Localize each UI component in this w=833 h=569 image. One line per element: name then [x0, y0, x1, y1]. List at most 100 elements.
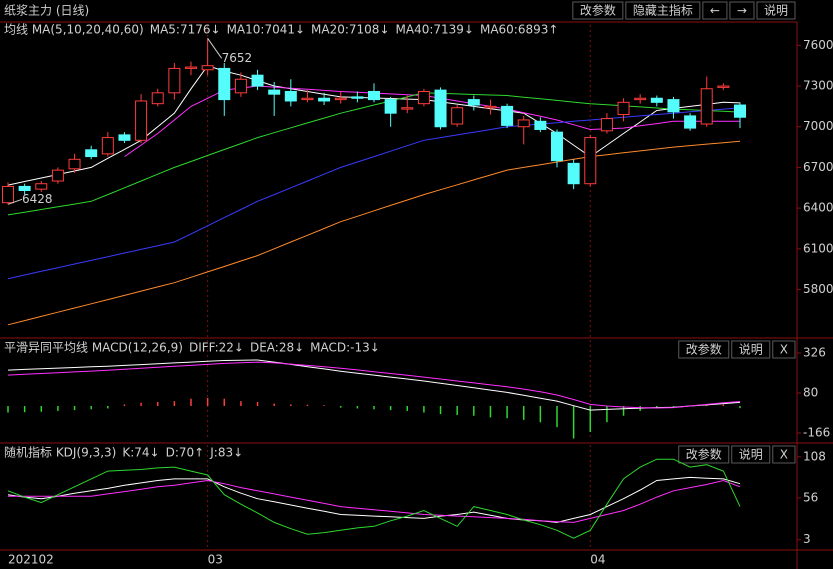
button-label: ← — [710, 4, 720, 18]
button-label: 改参数 — [686, 342, 722, 357]
candle-body — [318, 97, 331, 102]
candle-body — [734, 104, 746, 118]
indicator-line — [7, 92, 741, 216]
legend-entry: 随机指标 KDJ(9,3,3) — [4, 445, 116, 460]
candle-body — [234, 78, 247, 94]
button-label: 说明 — [764, 3, 788, 18]
button[interactable]: 说明 — [731, 445, 771, 464]
candle-body — [484, 105, 497, 109]
y-tick-label: 80 — [803, 386, 818, 400]
button[interactable]: 改参数 — [678, 445, 730, 464]
button-label: → — [737, 4, 747, 18]
candle-body — [517, 119, 530, 128]
candle-body — [451, 107, 464, 125]
button-box — [678, 340, 730, 359]
candle-body — [68, 158, 81, 170]
candle-body — [101, 137, 114, 155]
button-box — [772, 340, 796, 359]
y-tick-label: 108 — [803, 449, 826, 463]
button-label: 改参数 — [580, 3, 616, 18]
candle-body — [268, 89, 281, 95]
candle-body — [567, 162, 580, 185]
candle-body — [417, 90, 430, 105]
candle-body — [634, 97, 647, 101]
candle-body — [501, 105, 514, 126]
button-box — [729, 1, 755, 20]
candle-body — [600, 118, 613, 132]
price-annotation: 6428 — [22, 192, 53, 206]
candle-body — [351, 96, 364, 99]
button-box — [702, 1, 728, 20]
button[interactable]: → — [729, 1, 755, 20]
candle-body — [534, 120, 547, 130]
price-annotation: 7652 — [222, 51, 253, 65]
indicator-line — [7, 361, 741, 409]
candle-body — [18, 185, 31, 191]
y-tick-label: 7600 — [803, 38, 833, 52]
indicator-line — [7, 458, 741, 539]
candle-body — [301, 97, 314, 101]
candle-body — [85, 149, 98, 158]
button-box — [572, 1, 624, 20]
legend-entry: MA5:7176↓ — [150, 23, 221, 37]
button[interactable]: X — [772, 340, 796, 359]
button-box — [731, 340, 771, 359]
button[interactable]: 改参数 — [572, 1, 624, 20]
candle-body — [384, 99, 397, 114]
button[interactable]: X — [772, 445, 796, 464]
candle-body — [717, 85, 730, 88]
button[interactable]: 改参数 — [678, 340, 730, 359]
button-label: 改参数 — [686, 447, 722, 462]
legend-entry: J:83↓ — [209, 446, 243, 460]
candle-body — [168, 67, 181, 94]
y-tick-label: 3 — [803, 532, 811, 546]
y-tick-label: 56 — [803, 490, 818, 504]
button[interactable]: ← — [702, 1, 728, 20]
indicator-line — [7, 359, 741, 411]
button-label: 隐藏主指标 — [633, 3, 693, 18]
x-tick-label: 03 — [208, 553, 223, 567]
candle-body — [401, 107, 414, 110]
candle-body — [51, 169, 64, 182]
y-tick-label: 6100 — [803, 241, 833, 255]
y-tick-label: 6700 — [803, 160, 833, 174]
y-tick-label: 5800 — [803, 282, 833, 296]
candle-body — [617, 101, 630, 116]
x-tick-label: 202102 — [8, 553, 54, 567]
indicator-line — [124, 85, 740, 158]
candle-body — [135, 100, 148, 141]
legend-entry: MA20:7108↓ — [311, 23, 389, 37]
legend-entry: 平滑异同平均线 MACD(12,26,9) — [4, 341, 183, 355]
button-box — [625, 1, 701, 20]
candle-body — [218, 67, 231, 101]
button-box — [772, 445, 796, 464]
button-box — [731, 445, 771, 464]
button[interactable]: 说明 — [731, 340, 771, 359]
legend-entry: K:74↓ — [122, 446, 159, 460]
chart-title: 纸浆主力 (日线) — [4, 3, 89, 18]
button[interactable]: 隐藏主指标 — [625, 1, 701, 20]
y-tick-label: 7000 — [803, 119, 833, 133]
y-tick-label: -166 — [803, 426, 830, 440]
button-label: 说明 — [739, 342, 763, 357]
candle-body — [201, 65, 214, 71]
annotation-leader — [207, 38, 223, 59]
candle-body — [334, 97, 347, 101]
button-label: 说明 — [739, 447, 763, 462]
y-tick-label: 7300 — [803, 79, 833, 93]
legend-entry: DIFF:22↓ — [189, 341, 244, 355]
candle-body — [434, 89, 447, 128]
legend-entry: MACD:-13↓ — [310, 341, 380, 355]
indicator-line — [8, 479, 741, 523]
legend-entry: MA60:6893↑ — [480, 23, 558, 37]
candle-body — [118, 134, 131, 141]
candle-body — [667, 99, 680, 113]
annotation-leader — [7, 198, 23, 205]
indicator-line — [7, 476, 741, 523]
legend-entry: 均线 MA(5,10,20,40,60) — [4, 23, 144, 37]
candle-body — [650, 97, 663, 103]
button-label: X — [780, 448, 788, 462]
y-tick-label: 6400 — [803, 201, 833, 215]
button-box — [678, 445, 730, 464]
button[interactable]: 说明 — [756, 1, 796, 20]
